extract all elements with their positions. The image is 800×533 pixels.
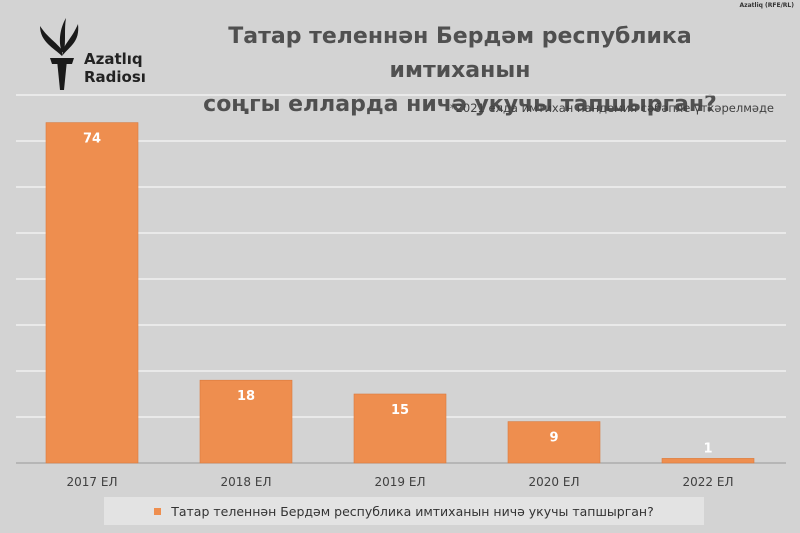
bar — [661, 458, 755, 464]
legend: Татар теленнән Бердәм республика имтихан… — [104, 497, 704, 525]
data-label: 1 — [703, 441, 712, 456]
x-tick-label: 2018 ЕЛ — [221, 475, 272, 489]
data-label: 74 — [83, 132, 101, 147]
chart-title-line-1: Татар теленнән Бердәм республика имтихан… — [228, 24, 692, 83]
bar — [353, 393, 447, 464]
footnote: *2021 елда имтихан пандемия сәбәпле үткә… — [449, 101, 774, 115]
x-tick-label: 2020 ЕЛ — [529, 475, 580, 489]
credit-text: Azatliq (RFE/RL) — [739, 2, 795, 9]
bar — [45, 122, 139, 464]
data-label: 15 — [391, 403, 409, 418]
legend-swatch — [154, 507, 162, 515]
chart-title: Татар теленнән Бердәм республика имтихан… — [160, 20, 760, 122]
chart-title-line-2: соңгы елларда ничә укучы тапшырган? — [203, 92, 717, 117]
bar — [199, 379, 293, 464]
x-tick-label: 2017 ЕЛ — [67, 475, 118, 489]
data-label: 9 — [549, 431, 558, 446]
torch-logo-icon — [40, 18, 79, 90]
x-tick-label: 2022 ЕЛ — [683, 475, 734, 489]
logo-line-1: Azatlıq — [84, 50, 143, 68]
legend-label: Татар теленнән Бердәм республика имтихан… — [171, 503, 654, 519]
azatliq-logo: Azatlıq Radiosı — [36, 12, 146, 92]
logo-line-2: Radiosı — [84, 68, 146, 86]
data-label: 18 — [237, 389, 255, 404]
bar — [507, 421, 601, 464]
x-tick-label: 2019 ЕЛ — [375, 475, 426, 489]
